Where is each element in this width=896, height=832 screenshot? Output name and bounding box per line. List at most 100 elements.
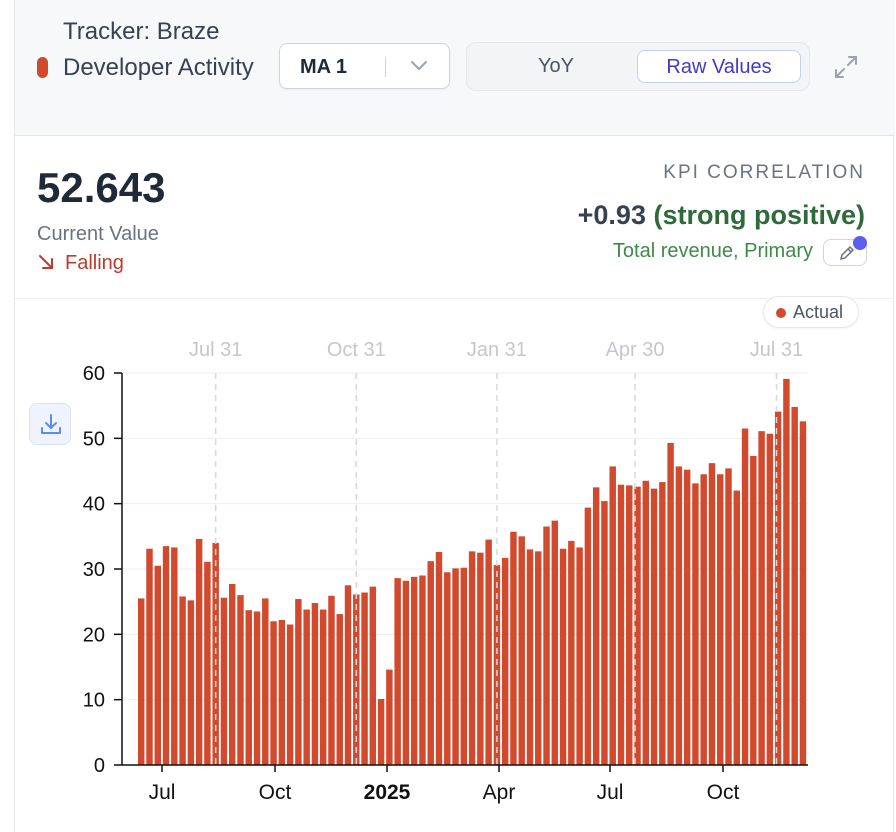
bar [270,621,277,765]
kpi-correlation-label: KPI CORRELATION [663,162,865,183]
bar [245,610,252,765]
toggle-raw-values[interactable]: Raw Values [637,50,801,83]
bar [162,546,170,765]
bar [741,428,749,765]
bar [518,536,525,765]
bar [386,669,393,765]
bar [295,599,302,765]
bar [410,576,418,765]
bar [220,597,228,765]
y-tick-label: 30 [83,559,105,581]
arrow-down-right-icon [39,255,53,269]
bar [237,595,244,765]
bar [601,501,608,765]
bar [328,595,335,765]
bar [700,474,707,765]
expand-icon[interactable] [831,52,861,82]
bar [659,482,666,765]
bar [510,531,517,765]
tracker-title: Tracker: Braze Developer Activity [63,18,254,81]
chart-legend[interactable]: Actual [763,296,859,328]
current-value: 52.643 [37,164,166,211]
bar [262,598,269,765]
bar [138,598,145,765]
moving-average-value: MA 1 [300,56,348,78]
bar [791,406,798,765]
y-tick-label: 20 [83,624,105,646]
legend-swatch-actual [776,308,786,318]
y-tick-label: 50 [83,428,105,450]
bar [187,600,195,765]
bar [286,624,294,765]
bar [576,547,583,765]
bar [303,609,310,765]
kpi-number: +0.93 [577,200,646,230]
bar [683,469,691,765]
pencil-icon [839,245,855,261]
bar [336,614,343,765]
bar [592,487,600,765]
kpi-target: Total revenue, Primary [612,240,813,262]
bar [543,526,550,765]
bar [692,483,699,765]
trend-label: Falling [65,252,124,274]
x-tick-label: Jul [149,781,176,804]
moving-average-select[interactable]: MA 1 [279,43,450,89]
bar [799,421,807,765]
bar [634,486,641,765]
download-icon [41,414,61,434]
notification-dot [853,236,867,250]
bar [402,580,410,765]
tracker-card: Tracker: Braze Developer Activity MA 1 Y… [14,0,895,832]
card-header: Tracker: Braze Developer Activity MA 1 Y… [15,0,895,136]
bar [501,557,509,765]
toggle-yoy[interactable]: YoY [538,55,574,77]
period-marker-label: Oct 31 [327,339,386,361]
bar [319,609,327,765]
chevron-down-icon [411,61,427,70]
bar [609,466,616,765]
bar [353,594,360,765]
select-separator [385,57,386,77]
period-marker-label: Jul 31 [189,339,242,361]
bar [650,488,658,765]
download-button[interactable] [29,403,71,445]
bar [708,463,716,765]
y-tick-label: 0 [94,755,105,777]
x-tick-label: Oct [707,781,740,804]
kpi-correlation-value: +0.93 (strong positive) [578,200,865,231]
bar [361,592,368,765]
bar [493,565,501,765]
bar [477,552,484,765]
bar [485,539,492,765]
y-tick-label: 10 [83,690,105,712]
bar [394,578,401,765]
bar [278,619,286,765]
bar [195,538,203,765]
x-tick-label: Jul [597,781,624,804]
bar [204,561,211,765]
bar [146,548,153,765]
view-mode-toggle: YoY Raw Values [466,42,810,91]
bar [758,431,765,765]
bar-chart: 0 10 20 30 40 50 60 Jul 31 Oct 31 Jan 31 Apr 30 Jul… [83,339,808,804]
bar [253,611,261,765]
x-tick-label: Apr [483,781,516,804]
bar [427,561,434,765]
bar [344,585,352,765]
y-tick-label: 60 [83,363,105,385]
bar [311,602,319,765]
bar [559,548,567,765]
series-color-indicator [37,57,48,78]
bar [667,442,674,765]
bar [460,567,468,765]
bar [452,568,459,765]
y-tick-label: 40 [83,494,105,516]
bar [675,466,683,765]
bar [733,490,741,765]
bar [717,474,724,765]
bar [154,565,161,765]
period-marker-label: Jul 31 [750,339,803,361]
bar [783,378,790,765]
bar [171,547,178,765]
